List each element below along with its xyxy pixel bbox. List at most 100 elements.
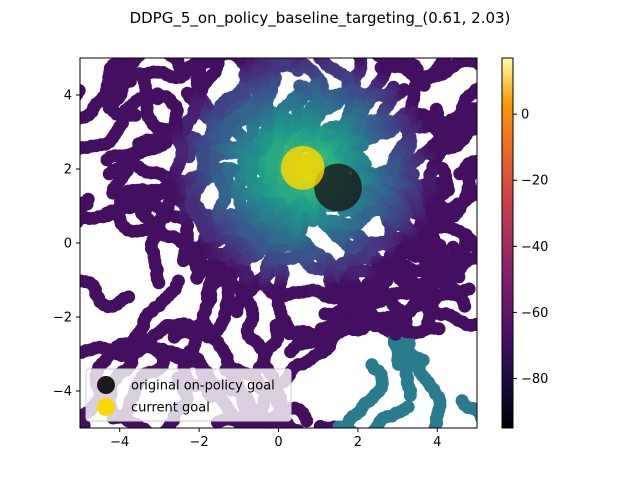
trajectory-point-2319	[416, 353, 430, 367]
trajectory-point-2337	[74, 431, 87, 444]
colorbar-tick-label: −20	[521, 174, 548, 189]
trajectory-point-675	[476, 248, 477, 254]
trajectory-point-2335	[80, 422, 88, 428]
legend-swatch	[97, 398, 115, 416]
trajectory-point-1721	[420, 431, 433, 444]
trajectory-point-3014	[458, 299, 472, 313]
trajectory-point-1530	[348, 85, 362, 99]
colorbar: 0 −20 −40 −60 −80	[501, 57, 548, 429]
trajectory-point-2352	[475, 158, 477, 167]
trajectory-point-3053	[478, 314, 491, 327]
trajectory-point-3629	[80, 274, 87, 288]
trajectory-point-1957	[142, 425, 153, 428]
trajectory-point-1351	[352, 58, 365, 62]
trajectory-point-3432	[293, 79, 307, 93]
trajectory-point-2871	[482, 101, 495, 114]
trajectory-point-1656	[64, 111, 77, 124]
trajectory-point-2594	[299, 58, 308, 60]
trajectory-point-2475	[159, 424, 172, 428]
trajectory-point-1323	[440, 58, 451, 61]
legend-label: original on-policy goal	[131, 379, 275, 394]
trajectory-point-2790	[279, 185, 293, 199]
trajectory-point-1352	[351, 44, 364, 57]
trajectory-point-544	[259, 43, 272, 56]
x-tick-label: −2	[190, 435, 209, 450]
trajectory-point-3586	[478, 59, 491, 72]
trajectory-point-2356	[481, 172, 494, 185]
trajectory-point-3350	[473, 111, 477, 124]
trajectory-point-3500	[80, 197, 85, 210]
trajectory-point-3054	[481, 311, 494, 324]
trajectory-point-3395	[304, 248, 318, 261]
trajectory-point-3061	[80, 416, 81, 422]
trajectory-point-2748	[62, 219, 75, 232]
trajectory-point-2002	[459, 228, 473, 242]
trajectory-point-543	[265, 58, 273, 60]
trajectory-point-2176	[477, 416, 490, 429]
trajectory-point-456	[480, 121, 493, 134]
trajectory-point-3149	[123, 58, 136, 63]
trajectory-point-2458	[261, 427, 269, 428]
trajectory-point-1058	[271, 58, 274, 59]
trajectory-point-1497	[313, 58, 324, 61]
trajectory-point-2648	[290, 58, 304, 64]
trajectory-point-2759	[137, 41, 150, 54]
trajectory-point-1591	[164, 58, 177, 62]
trajectory-point-674	[473, 242, 477, 254]
trajectory-point-2353	[479, 159, 492, 172]
x-tick-label: −4	[110, 435, 129, 450]
trajectory-point-3359	[227, 58, 238, 61]
trajectory-point-2124	[80, 88, 84, 101]
y-tick-label: 0	[64, 237, 72, 252]
trajectory-point-2344	[80, 219, 81, 225]
trajectory-point-3334	[251, 235, 265, 249]
trajectory-point-2393	[429, 102, 443, 116]
trajectory-point-3561	[96, 210, 110, 224]
trajectory-point-3150	[130, 58, 133, 59]
trajectory-point-3213	[80, 143, 85, 156]
colorbar-tick-label: 0	[521, 108, 529, 123]
trajectory-point-2746	[80, 216, 84, 228]
trajectory-point-2345	[64, 218, 77, 231]
trajectory-point-2358	[479, 181, 492, 194]
colorbar-axis: 0 −20 −40 −60 −80	[513, 108, 548, 387]
trajectory-point-2284	[289, 430, 302, 443]
trajectory-point-39	[230, 305, 244, 319]
trajectory-point-1552	[331, 432, 344, 445]
trajectory-point-2179	[482, 428, 495, 441]
x-axis: −4 −2 0 2 4	[110, 428, 441, 450]
trajectory-point-2982	[432, 322, 446, 336]
trajectory-point-3060	[80, 410, 85, 423]
trajectory-point-2354	[480, 164, 493, 177]
trajectory-point-2336	[80, 426, 84, 428]
trajectory-point-3497	[380, 174, 394, 188]
trajectory-point-2191	[362, 429, 375, 442]
legend-box	[85, 368, 292, 422]
trajectory-point-1959	[154, 427, 160, 428]
trajectory-point-3467	[314, 322, 328, 336]
trajectory-point-3351	[478, 113, 491, 126]
trajectory-point-1604	[239, 432, 252, 445]
trajectory-point-1958	[149, 427, 155, 428]
colorbar-tick-label: −60	[521, 306, 548, 321]
trajectory-point-3585	[472, 58, 477, 71]
trajectory-point-455	[475, 123, 477, 132]
trajectory-point-2757	[133, 58, 146, 62]
trajectory-point-872	[318, 307, 332, 321]
trajectory-point-2122	[190, 271, 204, 285]
trajectory-point-2832	[292, 424, 304, 428]
y-tick-label: 4	[64, 89, 72, 104]
trajectory-point-1033	[397, 83, 411, 97]
trajectory-point-2650	[295, 43, 308, 56]
trajectory-point-1787	[359, 44, 372, 57]
trajectory-point-1228	[473, 82, 477, 94]
trajectory-point-2597	[310, 41, 323, 54]
colorbar-gradient	[501, 57, 514, 429]
trajectory-point-3501	[66, 197, 79, 210]
trajectory-point-2596	[306, 42, 319, 55]
x-tick-label: 0	[274, 435, 282, 450]
trajectory-point-2051	[346, 425, 358, 428]
legend: original on-policy goal current goal	[85, 368, 292, 422]
trajectory-point-2189	[368, 422, 382, 428]
